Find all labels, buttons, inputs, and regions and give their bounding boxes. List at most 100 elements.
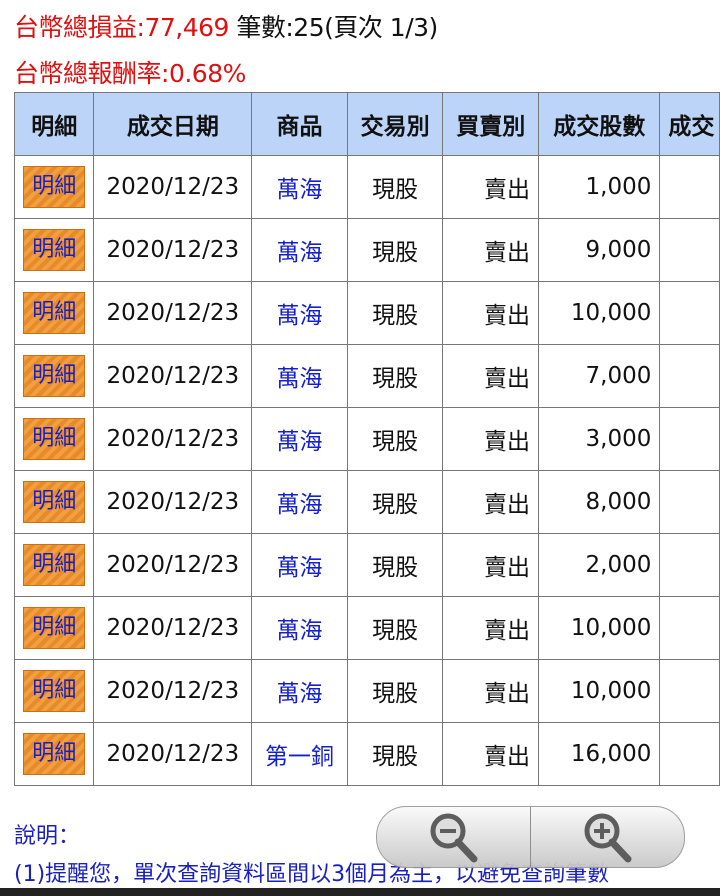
- zoom-in-button[interactable]: [531, 807, 684, 867]
- detail-button[interactable]: 明細: [23, 481, 86, 523]
- trade-type-cell: 現股: [346, 407, 444, 471]
- trade-table: 明細 成交日期 商品 交易別 買賣別 成交股數 成交 明細 2020/12/23…: [13, 92, 720, 786]
- product-link[interactable]: 萬海: [251, 596, 348, 660]
- trade-type-cell: 現股: [346, 722, 444, 786]
- col-more: 成交: [659, 92, 720, 156]
- detail-button[interactable]: 明細: [23, 607, 86, 649]
- shares-cell: 8,000: [538, 470, 661, 534]
- shares-cell: 2,000: [538, 533, 661, 597]
- detail-button[interactable]: 明細: [23, 670, 86, 712]
- detail-cell: 明細: [13, 281, 95, 345]
- trade-type-cell: 現股: [346, 155, 444, 219]
- date-cell: 2020/12/23: [93, 470, 253, 534]
- product-link[interactable]: 萬海: [251, 659, 348, 723]
- zoom-controls: [376, 806, 685, 868]
- detail-button[interactable]: 明細: [23, 418, 86, 460]
- more-cell: [659, 155, 720, 219]
- trade-type-cell: 現股: [346, 218, 444, 282]
- product-link[interactable]: 萬海: [251, 155, 348, 219]
- detail-button[interactable]: 明細: [23, 355, 86, 397]
- shares-cell: 3,000: [538, 407, 661, 471]
- total-return-value: 0.68%: [168, 59, 246, 88]
- product-link[interactable]: 萬海: [251, 533, 348, 597]
- trade-type-cell: 現股: [346, 470, 444, 534]
- system-nav-bar: [0, 888, 720, 896]
- table-row: 明細 2020/12/23 萬海 現股 賣出 10,000: [13, 281, 720, 345]
- side-cell: 賣出: [442, 722, 540, 786]
- side-cell: 賣出: [442, 407, 540, 471]
- table-row: 明細 2020/12/23 萬海 現股 賣出 7,000: [13, 344, 720, 408]
- more-cell: [659, 659, 720, 723]
- zoom-out-icon: [430, 813, 477, 863]
- record-count: 筆數:25(頁次 1/3): [236, 13, 438, 42]
- total-return: 台幣總報酬率:0.68%: [14, 54, 246, 90]
- detail-button[interactable]: 明細: [23, 229, 86, 271]
- detail-button[interactable]: 明細: [23, 166, 86, 208]
- total-pl-value: 77,469: [144, 13, 229, 42]
- more-cell: [659, 470, 720, 534]
- detail-cell: 明細: [13, 533, 95, 597]
- col-side: 買賣別: [442, 92, 540, 156]
- date-cell: 2020/12/23: [93, 722, 253, 786]
- date-cell: 2020/12/23: [93, 659, 253, 723]
- date-cell: 2020/12/23: [93, 596, 253, 660]
- side-cell: 賣出: [442, 470, 540, 534]
- notes-title: 說明：: [14, 824, 81, 849]
- shares-cell: 7,000: [538, 344, 661, 408]
- trade-type-cell: 現股: [346, 659, 444, 723]
- trade-type-cell: 現股: [346, 281, 444, 345]
- total-pl-label: 台幣總損益:: [14, 13, 145, 42]
- shares-cell: 1,000: [538, 155, 661, 219]
- shares-cell: 10,000: [538, 596, 661, 660]
- more-cell: [659, 344, 720, 408]
- side-cell: 賣出: [442, 659, 540, 723]
- date-cell: 2020/12/23: [93, 344, 253, 408]
- table-row: 明細 2020/12/23 萬海 現股 賣出 1,000: [13, 155, 720, 219]
- detail-cell: 明細: [13, 722, 95, 786]
- table-row: 明細 2020/12/23 萬海 現股 賣出 2,000: [13, 533, 720, 597]
- trade-type-cell: 現股: [346, 596, 444, 660]
- side-cell: 賣出: [442, 533, 540, 597]
- zoom-out-button[interactable]: [377, 807, 531, 867]
- detail-button[interactable]: 明細: [23, 733, 86, 775]
- side-cell: 賣出: [442, 218, 540, 282]
- product-link[interactable]: 萬海: [251, 470, 348, 534]
- product-link[interactable]: 第一銅: [251, 722, 348, 786]
- col-detail: 明細: [13, 92, 95, 156]
- trade-type-cell: 現股: [346, 344, 444, 408]
- table-row: 明細 2020/12/23 萬海 現股 賣出 8,000: [13, 470, 720, 534]
- product-link[interactable]: 萬海: [251, 218, 348, 282]
- table-row: 明細 2020/12/23 萬海 現股 賣出 9,000: [13, 218, 720, 282]
- table-row: 明細 2020/12/23 萬海 現股 賣出 3,000: [13, 407, 720, 471]
- shares-cell: 9,000: [538, 218, 661, 282]
- detail-button[interactable]: 明細: [23, 544, 86, 586]
- more-cell: [659, 218, 720, 282]
- col-trade-type: 交易別: [346, 92, 444, 156]
- product-link[interactable]: 萬海: [251, 407, 348, 471]
- date-cell: 2020/12/23: [93, 533, 253, 597]
- side-cell: 賣出: [442, 155, 540, 219]
- table-row: 明細 2020/12/23 第一銅 現股 賣出 16,000: [13, 722, 720, 786]
- side-cell: 賣出: [442, 344, 540, 408]
- detail-button[interactable]: 明細: [23, 292, 86, 334]
- detail-cell: 明細: [13, 596, 95, 660]
- shares-cell: 10,000: [538, 281, 661, 345]
- product-link[interactable]: 萬海: [251, 281, 348, 345]
- shares-cell: 10,000: [538, 659, 661, 723]
- date-cell: 2020/12/23: [93, 281, 253, 345]
- table-header: 明細 成交日期 商品 交易別 買賣別 成交股數 成交: [13, 92, 720, 156]
- detail-cell: 明細: [13, 407, 95, 471]
- date-cell: 2020/12/23: [93, 407, 253, 471]
- detail-cell: 明細: [13, 155, 95, 219]
- more-cell: [659, 596, 720, 660]
- table-row: 明細 2020/12/23 萬海 現股 賣出 10,000: [13, 659, 720, 723]
- detail-cell: 明細: [13, 470, 95, 534]
- date-cell: 2020/12/23: [93, 155, 253, 219]
- side-cell: 賣出: [442, 281, 540, 345]
- more-cell: [659, 722, 720, 786]
- shares-cell: 16,000: [538, 722, 661, 786]
- product-link[interactable]: 萬海: [251, 344, 348, 408]
- trade-type-cell: 現股: [346, 533, 444, 597]
- detail-cell: 明細: [13, 659, 95, 723]
- col-date: 成交日期: [93, 92, 253, 156]
